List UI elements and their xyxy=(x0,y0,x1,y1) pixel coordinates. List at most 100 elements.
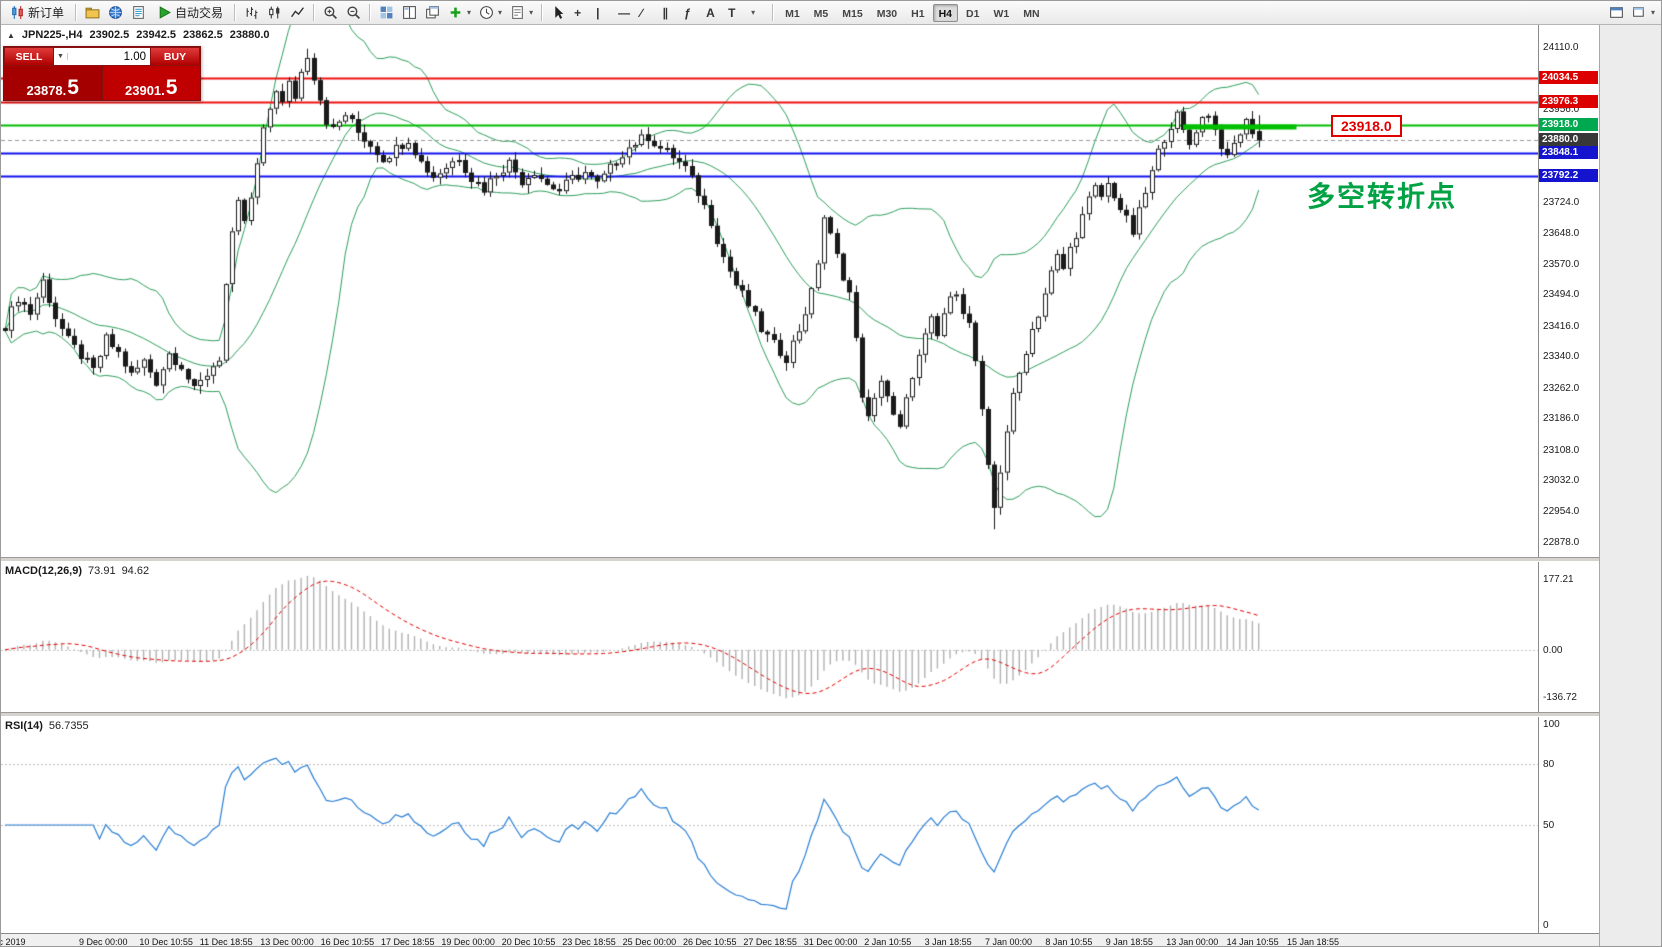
zoom-out-button[interactable] xyxy=(343,3,364,23)
profiles-button[interactable] xyxy=(82,3,103,23)
vertical-line-icon: | xyxy=(596,5,600,20)
time-axis-label: 2 Jan 10:55 xyxy=(864,937,912,947)
templates-button[interactable]: ▾ xyxy=(507,3,536,23)
clock-icon xyxy=(480,6,493,19)
macd-axis-label: 0.00 xyxy=(1543,644,1563,656)
turning-point-annotation[interactable]: 多空转折点 xyxy=(1307,181,1458,212)
tile-windows-button[interactable] xyxy=(399,3,420,23)
fibonacci-button[interactable]: ƒ xyxy=(681,3,701,23)
bar-low: 23862.5 xyxy=(183,29,223,41)
text-button[interactable]: A xyxy=(703,3,723,23)
add-indicator-button[interactable]: ▾ xyxy=(445,3,474,23)
rsi-axis-label: 80 xyxy=(1543,758,1555,770)
rsi-axis-label: 50 xyxy=(1543,820,1555,831)
sell-button[interactable]: SELL xyxy=(4,47,54,66)
timeframe-button-M15[interactable]: M15 xyxy=(836,4,868,22)
time-axis-label: 16 Dec 10:55 xyxy=(320,937,375,947)
time-axis-label: 8 Jan 10:55 xyxy=(1045,937,1093,947)
time-axis-label: 27 Dec 18:55 xyxy=(743,937,797,947)
vertical-line-button[interactable]: | xyxy=(593,3,613,23)
time-axis-label: 13 Jan 00:00 xyxy=(1166,937,1219,947)
macd-canvas[interactable] xyxy=(1,562,1539,712)
zoom-in-icon xyxy=(324,6,338,19)
caret-down-icon: ▾ xyxy=(467,8,472,17)
one-click-trading-panel: SELL ▼ BUY 23878. 5 xyxy=(3,46,201,101)
workspace: ▲ JPN225-,H4 23902.5 23942.5 23862.5 238… xyxy=(1,25,1661,947)
play-icon xyxy=(159,6,171,19)
main-chart-area: ▲ JPN225-,H4 23902.5 23942.5 23862.5 238… xyxy=(1,25,1539,557)
horizontal-line-icon: — xyxy=(618,5,631,20)
volume-caret-icon[interactable]: ▼ xyxy=(54,53,68,60)
price-axis-label: 23186.0 xyxy=(1543,413,1580,425)
price-axis-tag: 23880.0 xyxy=(1539,133,1599,147)
indicators-button[interactable] xyxy=(376,3,397,23)
macd-signal-value: 94.62 xyxy=(121,565,150,577)
rsi-canvas[interactable] xyxy=(1,717,1539,933)
caret-down-icon: ▾ xyxy=(1650,8,1655,17)
crosshair-button[interactable]: + xyxy=(571,3,591,23)
market-watch-button[interactable] xyxy=(105,3,126,23)
volume-input[interactable] xyxy=(68,50,150,63)
label-tool-icon: T xyxy=(728,5,736,20)
candlestick-chart-button[interactable] xyxy=(264,3,285,23)
rsi-label: RSI(14) 56.7355 xyxy=(5,720,89,732)
main-chart-canvas[interactable] xyxy=(1,25,1539,557)
timeframe-button-M5[interactable]: M5 xyxy=(808,4,835,22)
chart-list-button[interactable]: ▾ xyxy=(1629,3,1658,23)
price-axis-label: 23494.0 xyxy=(1543,289,1580,301)
time-axis-label: 10 Dec 10:55 xyxy=(139,937,193,947)
time-axis-label: 25 Dec 00:00 xyxy=(622,937,677,947)
horizontal-line-button[interactable]: — xyxy=(615,3,635,23)
panel-splitter[interactable] xyxy=(1,557,1599,562)
timeframe-button-M1[interactable]: M1 xyxy=(779,4,806,22)
rsi-axis-label: 100 xyxy=(1543,719,1560,730)
timeframe-button-W1[interactable]: W1 xyxy=(987,4,1015,22)
zoom-out-icon xyxy=(347,6,361,19)
price-label-object[interactable]: 23918.0 xyxy=(1331,115,1402,137)
buy-price[interactable]: 23901. 5 xyxy=(102,66,200,100)
new-order-button[interactable]: 新订单 xyxy=(4,3,70,23)
timeframe-button-M30[interactable]: M30 xyxy=(871,4,903,22)
shapes-button[interactable]: ▾ xyxy=(747,3,767,23)
periods-button[interactable]: ▾ xyxy=(476,3,505,23)
cursor-button[interactable] xyxy=(548,3,569,23)
time-axis-label: 19 Dec 00:00 xyxy=(441,937,495,947)
sell-price[interactable]: 23878. 5 xyxy=(4,66,103,100)
timeframe-button-H4[interactable]: H4 xyxy=(932,3,959,22)
time-axis-label: 15 Jan 18:55 xyxy=(1287,937,1340,947)
channel-button[interactable]: ∥ xyxy=(659,3,679,23)
time-axis-label: 13 Dec 00:00 xyxy=(260,937,314,947)
panel-splitter[interactable] xyxy=(1,712,1599,717)
channel-icon: ∥ xyxy=(662,5,669,20)
timeframe-button-D1[interactable]: D1 xyxy=(960,4,985,22)
timeframe-button-H1[interactable]: H1 xyxy=(905,4,930,22)
cascade-windows-button[interactable] xyxy=(422,3,443,23)
zoom-in-button[interactable] xyxy=(320,3,341,23)
template-icon xyxy=(512,6,523,19)
rsi-axis-label: 0 xyxy=(1543,920,1549,931)
label-button[interactable]: T xyxy=(725,3,745,23)
chart-window: ▲ JPN225-,H4 23902.5 23942.5 23862.5 238… xyxy=(1,25,1599,947)
bar-chart-button[interactable] xyxy=(241,3,262,23)
one-click-collapse-icon[interactable]: ▲ xyxy=(7,30,15,40)
price-axis-label: 23032.0 xyxy=(1543,475,1580,487)
buy-button[interactable]: BUY xyxy=(150,47,200,66)
new-chart-window-button[interactable] xyxy=(1606,3,1627,23)
text-tool-icon: A xyxy=(706,5,715,20)
time-axis-label: 17 Dec 18:55 xyxy=(381,937,435,947)
trendline-button[interactable]: ∕ xyxy=(637,3,657,23)
line-chart-button[interactable] xyxy=(287,3,308,23)
time-axis[interactable]: Dec 2019 9 Dec 00:00 10 Dec 10:55 11 Dec 18… xyxy=(1,933,1599,947)
timeframe-group: M1 M5 M15 M30 H1 H4 D1 W1 MN xyxy=(778,3,1046,22)
rsi-panel: RSI(14) 56.7355 xyxy=(1,717,1539,933)
time-axis-label: Dec 2019 xyxy=(1,937,26,947)
price-axis-label: 23570.0 xyxy=(1543,258,1580,270)
price-axis-label: 22954.0 xyxy=(1543,506,1580,518)
toolbar-separator xyxy=(75,4,78,21)
buy-price-main: 23901. xyxy=(125,83,165,98)
data-window-button[interactable] xyxy=(128,3,149,23)
auto-trading-button[interactable]: 自动交易 xyxy=(151,3,229,23)
timeframe-button-MN[interactable]: MN xyxy=(1017,4,1045,22)
price-axis-label: 23724.0 xyxy=(1543,197,1580,208)
